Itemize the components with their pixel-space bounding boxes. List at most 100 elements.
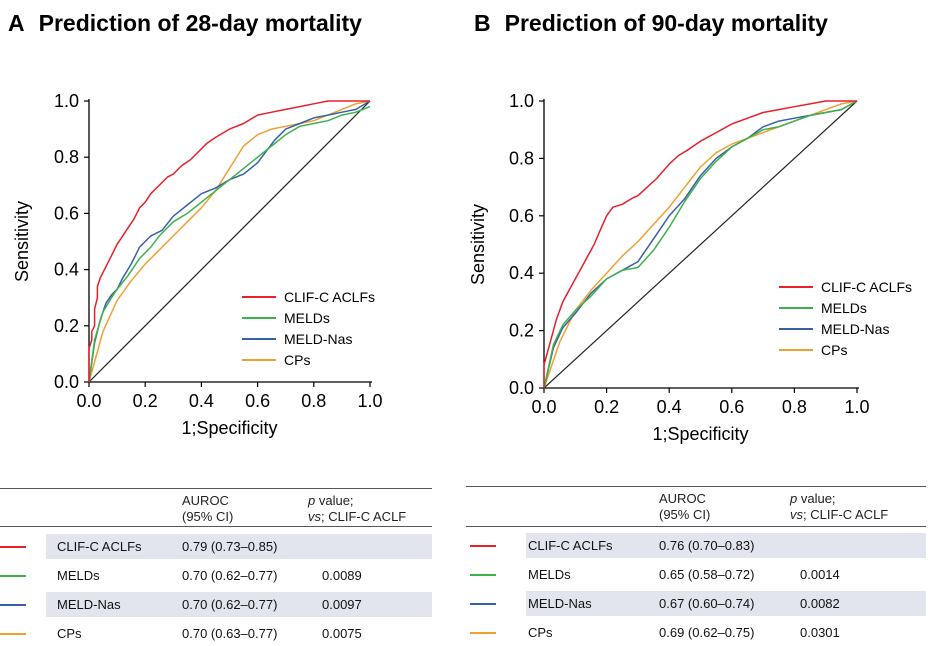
cell-auroc: 0.70 (0.62–0.77) — [182, 568, 278, 583]
y-tick-label: 0.0 — [54, 372, 79, 392]
x-axis-label: 1;Specificity — [652, 424, 748, 444]
series-line-melds — [88, 105, 371, 383]
legend-label-cps: CPs — [284, 352, 310, 368]
y-tick-label: 0.8 — [54, 147, 79, 167]
x-tick-label: 1.0 — [357, 391, 382, 411]
cell-auroc: 0.70 (0.62–0.77) — [182, 597, 278, 612]
panel-a-title-text: Prediction of 28-day mortality — [38, 10, 362, 36]
legend-label-meld-nas: MELD-Nas — [821, 321, 889, 337]
x-tick-label: 0.0 — [76, 391, 101, 411]
x-axis-label: 1;Specificity — [181, 418, 277, 438]
auroc-header: AUROC (95% CI) — [182, 493, 234, 524]
row-swatch-cps — [470, 632, 496, 634]
x-tick-label: 0.2 — [133, 391, 158, 411]
series-line-meld-nas — [88, 100, 371, 383]
x-tick-label: 0.4 — [657, 397, 682, 417]
row-swatch-cps — [0, 633, 26, 635]
cell-auroc: 0.79 (0.73–0.85) — [182, 539, 278, 554]
table-subheader-rule — [0, 526, 432, 527]
table-row: MELD-Nas 0.67 (0.60–0.74) 0.0082 — [470, 591, 926, 616]
panel-a-letter: A — [8, 10, 25, 36]
p-value-header: p value; vs; CLIF-C ACLF — [790, 491, 889, 522]
reference-diagonal-line — [88, 100, 371, 383]
cell-model: CPs — [528, 625, 553, 640]
row-swatch-melds — [470, 574, 496, 576]
y-tick-label: 0.4 — [54, 260, 79, 280]
table-row: MELDs 0.70 (0.62–0.77) 0.0089 — [0, 563, 432, 588]
y-tick-label: 1.0 — [54, 91, 79, 111]
cell-model: CPs — [57, 626, 82, 641]
x-tick-label: 0.4 — [189, 391, 214, 411]
roc-chart-28-day: 0.0 0.2 0.4 0.6 0.8 1.0 0.0 0.2 0.4 0.6 0.8 1.0 1;Sp… — [12, 91, 383, 438]
panel-b-letter: B — [474, 10, 491, 36]
cell-auroc: 0.67 (0.60–0.74) — [659, 596, 755, 611]
legend-label-melds: MELDs — [821, 300, 867, 316]
x-tick-label: 0.0 — [531, 397, 556, 417]
panel-a-title: A Prediction of 28-day mortality — [8, 10, 362, 37]
legend-label-clif-c-aclfs: CLIF-C ACLFs — [284, 289, 375, 305]
y-tick-label: 0.8 — [509, 148, 534, 168]
panel-b-title-text: Prediction of 90-day mortality — [504, 10, 828, 36]
x-tick-label: 0.8 — [301, 391, 326, 411]
table-row: MELDs 0.65 (0.58–0.72) 0.0014 — [470, 562, 926, 587]
p-value-header: p value; vs; CLIF-C ACLF — [308, 493, 407, 524]
cell-auroc: 0.70 (0.63–0.77) — [182, 626, 278, 641]
y-tick-label: 0.4 — [509, 263, 534, 283]
row-swatch-melds — [0, 575, 26, 577]
cell-model: CLIF-C ACLFs — [528, 538, 613, 553]
table-row: MELD-Nas 0.70 (0.62–0.77) 0.0097 — [0, 592, 432, 617]
auroc-header: AUROC (95% CI) — [659, 491, 711, 522]
cell-model: MELD-Nas — [528, 596, 592, 611]
x-tick-label: 0.6 — [245, 391, 270, 411]
cell-p: 0.0089 — [322, 568, 362, 583]
row-swatch-meld-nas — [470, 603, 496, 605]
table-header-rule — [0, 488, 432, 489]
table-row: CLIF-C ACLFs 0.79 (0.73–0.85) — [0, 534, 432, 559]
series-line-clif-c-aclfs — [88, 100, 370, 382]
cell-model: MELD-Nas — [57, 597, 121, 612]
table-header-rule — [466, 486, 926, 487]
cell-auroc: 0.69 (0.62–0.75) — [659, 625, 755, 640]
x-tick-label: 1.0 — [844, 397, 869, 417]
series-line-melds — [543, 100, 858, 389]
panel-b-title: B Prediction of 90-day mortality — [474, 10, 828, 37]
y-tick-label: 0.6 — [54, 203, 79, 223]
y-tick-label: 0.0 — [509, 378, 534, 398]
table-row: CPs 0.70 (0.63–0.77) 0.0075 — [0, 621, 432, 646]
row-swatch-clif-c-aclfs — [470, 545, 496, 547]
cell-p: 0.0301 — [800, 625, 840, 640]
cell-model: CLIF-C ACLFs — [57, 539, 142, 554]
cell-model: MELDs — [528, 567, 571, 582]
legend-label-melds: MELDs — [284, 310, 330, 326]
y-tick-label: 0.2 — [509, 321, 534, 341]
cell-p: 0.0082 — [800, 596, 840, 611]
series-line-clif-c-aclfs — [543, 100, 857, 388]
cell-auroc: 0.76 (0.70–0.83) — [659, 538, 755, 553]
row-swatch-meld-nas — [0, 604, 26, 606]
table-subheader-rule — [466, 526, 926, 527]
x-tick-label: 0.2 — [594, 397, 619, 417]
y-tick-label: 0.6 — [509, 206, 534, 226]
legend-label-cps: CPs — [821, 342, 847, 358]
legend-label-meld-nas: MELD-Nas — [284, 331, 352, 347]
cell-auroc: 0.65 (0.58–0.72) — [659, 567, 755, 582]
auroc-table-90-day: AUROC (95% CI) p value; vs; CLIF-C ACLF … — [466, 486, 926, 641]
row-swatch-clif-c-aclfs — [0, 546, 26, 548]
x-tick-label: 0.8 — [782, 397, 807, 417]
cell-p: 0.0097 — [322, 597, 362, 612]
cell-model: MELDs — [57, 568, 100, 583]
table-row: CPs 0.69 (0.62–0.75) 0.0301 — [470, 620, 926, 645]
y-axis-label: Sensitivity — [12, 201, 32, 282]
y-axis-label: Sensitivity — [468, 204, 488, 285]
y-tick-label: 1.0 — [509, 91, 534, 111]
legend-label-clif-c-aclfs: CLIF-C ACLFs — [821, 279, 912, 295]
y-tick-label: 0.2 — [54, 316, 79, 336]
reference-diagonal-line — [543, 100, 858, 389]
series-line-cps — [88, 100, 371, 383]
x-tick-label: 0.6 — [719, 397, 744, 417]
roc-chart-90-day: 0.0 0.2 0.4 0.6 0.8 1.0 0.0 0.2 0.4 0.6 0.8 1.0 1;Sp… — [468, 91, 912, 444]
cell-p: 0.0075 — [322, 626, 362, 641]
cell-p: 0.0014 — [800, 567, 840, 582]
table-row: CLIF-C ACLFs 0.76 (0.70–0.83) — [470, 533, 926, 558]
auroc-table-28-day: AUROC (95% CI) p value; vs; CLIF-C ACLF … — [0, 488, 438, 641]
